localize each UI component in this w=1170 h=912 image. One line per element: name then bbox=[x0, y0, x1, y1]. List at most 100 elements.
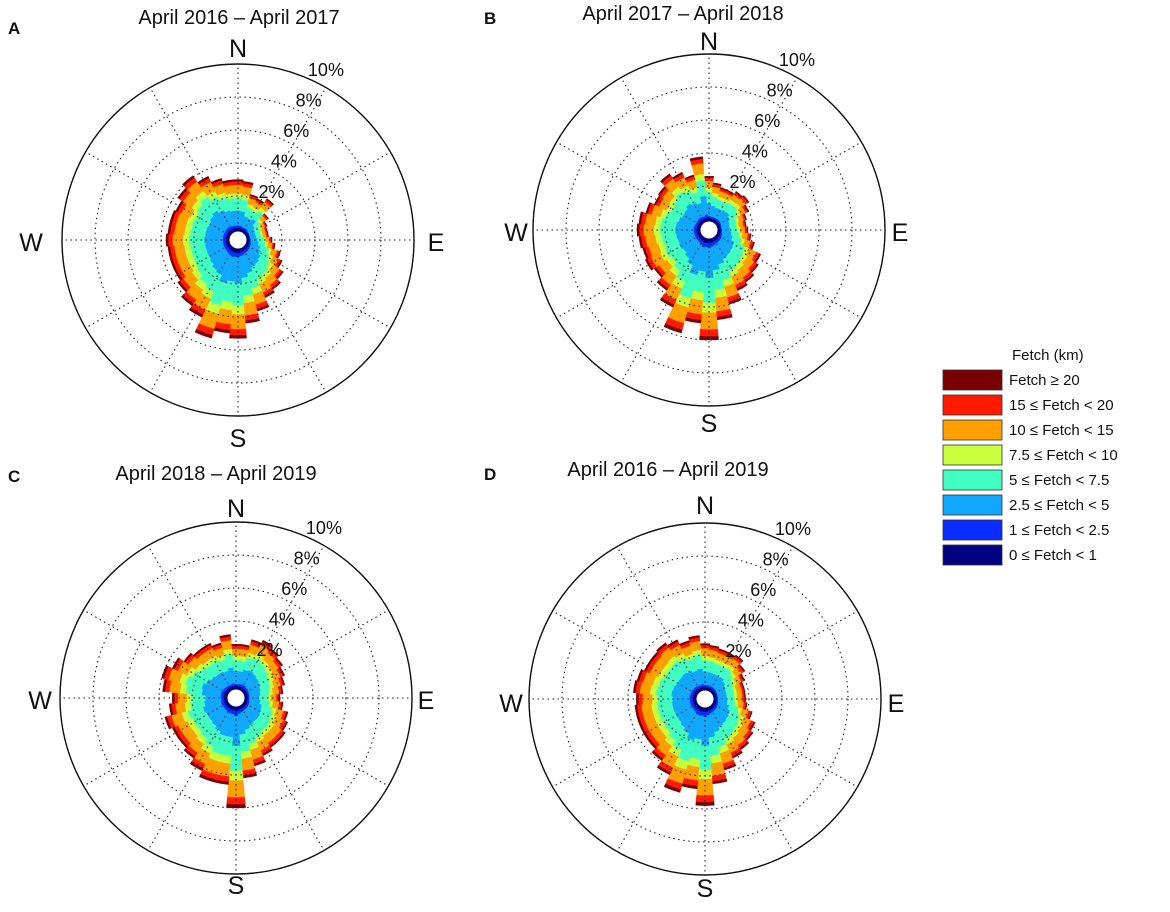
rose-bar-segment bbox=[182, 175, 195, 187]
rose-bar-segment bbox=[691, 162, 705, 176]
grid-ring bbox=[125, 587, 347, 809]
outer-ring bbox=[61, 63, 415, 417]
wind-rose: 2% 4% 6% 8% 10% N E S W bbox=[28, 495, 434, 900]
ring-label: 4% bbox=[742, 142, 768, 162]
ring-label: 6% bbox=[754, 111, 780, 131]
ring-label: 4% bbox=[271, 152, 297, 172]
grid-ring bbox=[92, 554, 380, 842]
ring-label: 4% bbox=[269, 610, 295, 630]
legend-label: 5 ≤ Fetch < 7.5 bbox=[1009, 472, 1109, 489]
compass-label-w: W bbox=[19, 229, 43, 257]
rose-bar-segment bbox=[744, 695, 746, 703]
rose-bar-segment bbox=[651, 750, 664, 762]
legend-swatch bbox=[942, 519, 1003, 541]
compass-label-n: N bbox=[696, 492, 714, 520]
compass-label-s: S bbox=[228, 872, 245, 900]
legend-swatch bbox=[942, 419, 1003, 441]
grid-ring bbox=[664, 185, 754, 275]
ring-label: 10% bbox=[308, 60, 344, 80]
ring-label: 8% bbox=[763, 549, 789, 569]
grid-ring bbox=[594, 588, 816, 810]
outer-ring bbox=[59, 521, 413, 875]
rose-bar-segment bbox=[263, 213, 269, 220]
grid-ring bbox=[561, 555, 849, 843]
ring-label: 8% bbox=[767, 80, 793, 100]
rose-bar-segment bbox=[738, 664, 746, 672]
rose-bar-segment bbox=[177, 280, 188, 293]
rose-bar-segment bbox=[183, 748, 196, 759]
legend-swatch bbox=[942, 444, 1003, 466]
legend-label: 2.5 ≤ Fetch < 5 bbox=[1009, 497, 1109, 514]
outer-ring bbox=[532, 53, 886, 407]
compass-label-w: W bbox=[504, 219, 528, 247]
legend-items: Fetch ≥ 20 15 ≤ Fetch < 20 10 ≤ Fetch < 15… bbox=[942, 369, 1118, 566]
legend-swatch bbox=[942, 469, 1003, 491]
rose-bar-segment bbox=[712, 182, 722, 186]
rose-bar-segment bbox=[704, 180, 714, 189]
panel-c: C April 2018 – April 2019 2% 4% 6% 8% 10% N E S… bbox=[8, 463, 434, 900]
rose-bar-segment bbox=[699, 335, 719, 341]
ring-label: 6% bbox=[750, 580, 776, 600]
compass-label-w: W bbox=[28, 687, 52, 715]
rose-bar-segment bbox=[645, 202, 652, 214]
compass-label-e: E bbox=[892, 219, 909, 247]
panel-title: April 2016 – April 2019 bbox=[567, 459, 768, 481]
ring-label: 8% bbox=[294, 548, 320, 568]
rose-bar-segment bbox=[656, 642, 668, 653]
rose-bar-segment bbox=[737, 227, 741, 233]
rose-bar-segment bbox=[232, 179, 244, 182]
rose-bar-segment bbox=[634, 704, 640, 718]
rose-center-hole bbox=[697, 218, 721, 242]
grid-ring bbox=[660, 654, 750, 744]
rose-bar-segment bbox=[188, 307, 204, 318]
rose-bar-segment bbox=[165, 233, 169, 247]
rose-bar-segment bbox=[699, 329, 719, 337]
ring-label: 6% bbox=[281, 579, 307, 599]
rose-bar-segment bbox=[636, 668, 644, 682]
panel-letter: D bbox=[484, 465, 496, 484]
legend-label: 1 ≤ Fetch < 2.5 bbox=[1009, 522, 1109, 539]
rose-bar-segment bbox=[169, 209, 177, 223]
panel-b: B April 2017 – April 2018 2% 4% 6% 8% 10% N E S… bbox=[484, 3, 908, 438]
rose-bar-segment bbox=[280, 676, 286, 686]
rose-bar-segment bbox=[746, 226, 749, 234]
compass-label-w: W bbox=[499, 690, 523, 718]
rose-bar-segment bbox=[636, 223, 640, 237]
panel-title: April 2018 – April 2019 bbox=[115, 463, 316, 485]
compass-label-n: N bbox=[229, 35, 247, 63]
rose-bar-segment bbox=[242, 181, 254, 186]
rose-center-hole bbox=[226, 228, 250, 252]
compass-label-n: N bbox=[227, 495, 245, 523]
rose-bar-segment bbox=[701, 655, 709, 661]
legend-label: 0 ≤ Fetch < 1 bbox=[1009, 547, 1097, 564]
ring-label: 2% bbox=[729, 172, 755, 192]
panel-title: April 2017 – April 2018 bbox=[582, 3, 783, 25]
rose-bar-segment bbox=[699, 643, 711, 646]
rose-bar-segment bbox=[183, 652, 193, 663]
rose-bar-segment bbox=[695, 801, 715, 806]
grid-ring bbox=[598, 119, 820, 341]
rose-bar-segment bbox=[644, 258, 654, 271]
rose-bar-segment bbox=[742, 695, 745, 703]
legend-swatch bbox=[942, 494, 1003, 516]
ring-label: 2% bbox=[258, 182, 284, 202]
rose-bar-segment bbox=[222, 179, 234, 184]
rose-bar-segment bbox=[226, 803, 246, 809]
rose-bar-segment bbox=[663, 323, 683, 334]
ring-label: 10% bbox=[779, 50, 815, 70]
rose-bar-segment bbox=[164, 716, 172, 730]
legend-title: Fetch (km) bbox=[1012, 347, 1084, 364]
panel-d: D April 2016 – April 2019 2% 4% 6% 8% 10% N E S… bbox=[484, 459, 904, 903]
grid-ring bbox=[94, 96, 382, 384]
rose-bar-segment bbox=[270, 694, 277, 702]
rose-bar-segment bbox=[672, 171, 684, 180]
ring-label: 10% bbox=[775, 519, 811, 539]
rose-bar-segment bbox=[261, 639, 273, 648]
rose-bar-segment bbox=[265, 198, 275, 206]
rose-bar-segment bbox=[249, 194, 259, 199]
rose-bar-segment bbox=[189, 761, 204, 772]
rose-bar-segment bbox=[171, 657, 181, 670]
legend-swatch bbox=[942, 369, 1003, 391]
wind-rose: 2% 4% 6% 8% 10% N E S W bbox=[499, 492, 904, 903]
rose-bar-segment bbox=[231, 648, 241, 657]
